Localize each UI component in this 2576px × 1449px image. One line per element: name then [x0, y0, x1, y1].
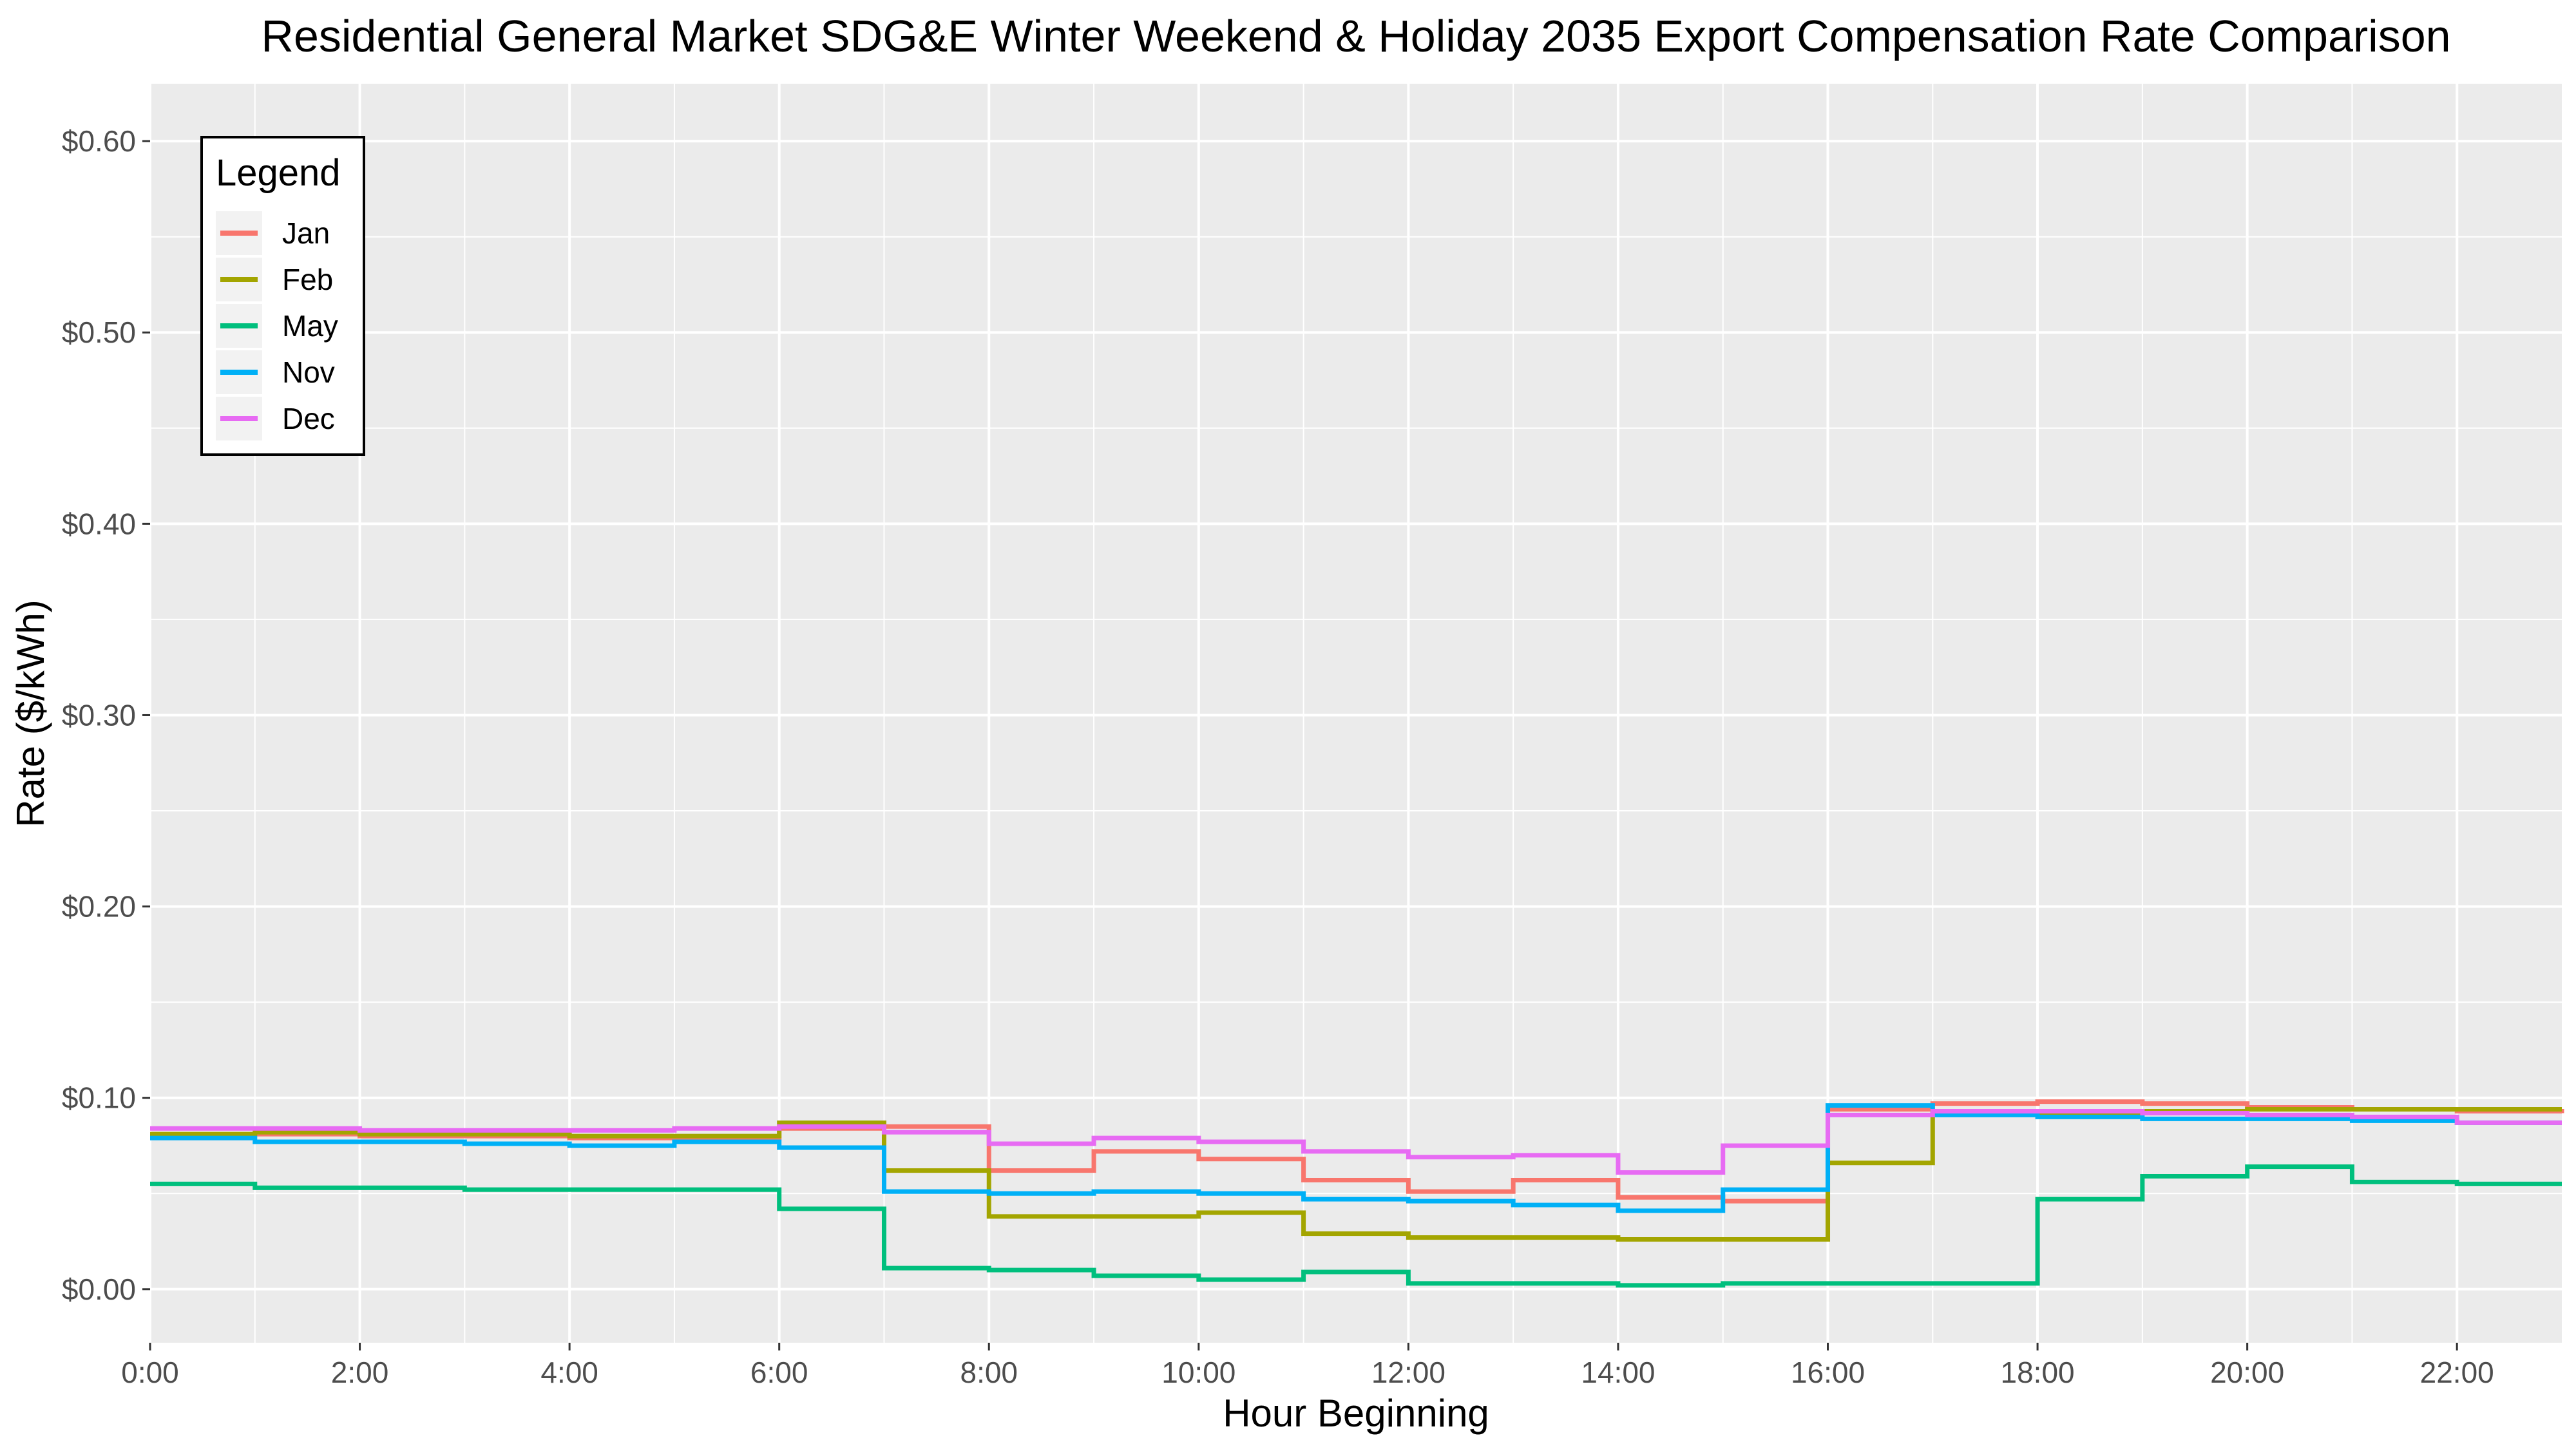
x-tick-label: 8:00: [960, 1356, 1018, 1389]
x-tick-label: 10:00: [1161, 1356, 1236, 1389]
legend-label-may: May: [282, 309, 338, 343]
legend-label-dec: Dec: [282, 402, 335, 435]
series-line-dec: [150, 1108, 2562, 1175]
x-tick-label: 16:00: [1791, 1356, 1865, 1389]
y-tick-label: $0.00: [62, 1273, 136, 1306]
y-tick-label: $0.30: [62, 698, 136, 732]
x-tick-label: 20:00: [2210, 1356, 2284, 1389]
x-axis-title: Hour Beginning: [1223, 1392, 1489, 1435]
x-tick-label: 14:00: [1581, 1356, 1655, 1389]
minor-gridlines: [150, 84, 2562, 1343]
x-tick-label: 12:00: [1371, 1356, 1445, 1389]
y-tick-label: $0.60: [62, 124, 136, 158]
x-tick-label: 18:00: [2001, 1356, 2075, 1389]
chart-title: Residential General Market SDG&E Winter …: [261, 11, 2450, 61]
x-tick-label: 4:00: [540, 1356, 598, 1389]
legend-label-nov: Nov: [282, 355, 335, 389]
legend: Legend Jan Feb May Nov Dec: [200, 136, 365, 456]
y-tick-label: $0.10: [62, 1081, 136, 1115]
legend-items: Jan Feb May Nov Dec: [216, 211, 338, 440]
axes: 0:00 2:00 4:00 6:00 8:00 10:00 12:00 14:00 16:00…: [62, 124, 2494, 1389]
x-tick-label: 0:00: [121, 1356, 179, 1389]
y-axis-title: Rate ($/kWh): [9, 600, 52, 827]
x-tick-label: 22:00: [2420, 1356, 2494, 1389]
x-tick-label: 6:00: [750, 1356, 808, 1389]
series-layer: [150, 1099, 2564, 1288]
legend-label-jan: Jan: [282, 216, 330, 250]
series-line-may: [150, 1164, 2562, 1288]
series-line-nov: [150, 1103, 2562, 1213]
y-tick-label: $0.20: [62, 890, 136, 923]
legend-label-feb: Feb: [282, 263, 333, 296]
panel-background: [150, 84, 2562, 1343]
legend-title: Legend: [216, 152, 341, 194]
y-tick-label: $0.40: [62, 507, 136, 540]
y-tick-label: $0.50: [62, 316, 136, 349]
x-tick-label: 2:00: [331, 1356, 389, 1389]
